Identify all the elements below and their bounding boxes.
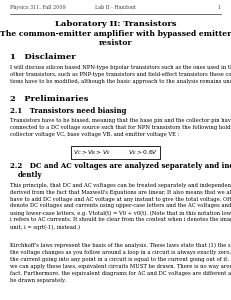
Text: $V_C > V_B > V_E$          $V_E > 0.6V$: $V_C > V_B > V_E$ $V_E > 0.6V$ [73, 148, 158, 157]
Text: dently: dently [18, 171, 43, 179]
Text: I will discuss silicon based NPN-type bipolar transistors such as the ones used : I will discuss silicon based NPN-type bi… [10, 65, 231, 84]
Text: 2.2   DC and AC voltages are analyzed separately and indepen-: 2.2 DC and AC voltages are analyzed sepa… [10, 162, 231, 170]
Text: Transistors have to be biased, meaning that the base pin and the collector pin h: Transistors have to be biased, meaning t… [10, 118, 231, 136]
Text: Kirchhoff's laws represent the basis of the analysis. These laws state that (1) : Kirchhoff's laws represent the basis of … [10, 243, 231, 283]
Text: resistor: resistor [99, 39, 132, 47]
Text: The common-emitter amplifier with bypassed emitter: The common-emitter amplifier with bypass… [0, 30, 231, 38]
Text: Physics 311, Fall 2009: Physics 311, Fall 2009 [10, 5, 66, 10]
Text: 2.1   Transistors need biasing: 2.1 Transistors need biasing [10, 107, 126, 115]
Text: Laboratory II: Transistors: Laboratory II: Transistors [55, 20, 176, 28]
Text: 1: 1 [218, 5, 221, 10]
Text: This principle, that DC and AC voltages can be treated separately and independen: This principle, that DC and AC voltages … [10, 183, 231, 230]
Text: 2   Preliminaries: 2 Preliminaries [10, 95, 88, 103]
Text: Lab II - Handout: Lab II - Handout [95, 5, 136, 10]
Text: 1   Disclaimer: 1 Disclaimer [10, 53, 76, 61]
